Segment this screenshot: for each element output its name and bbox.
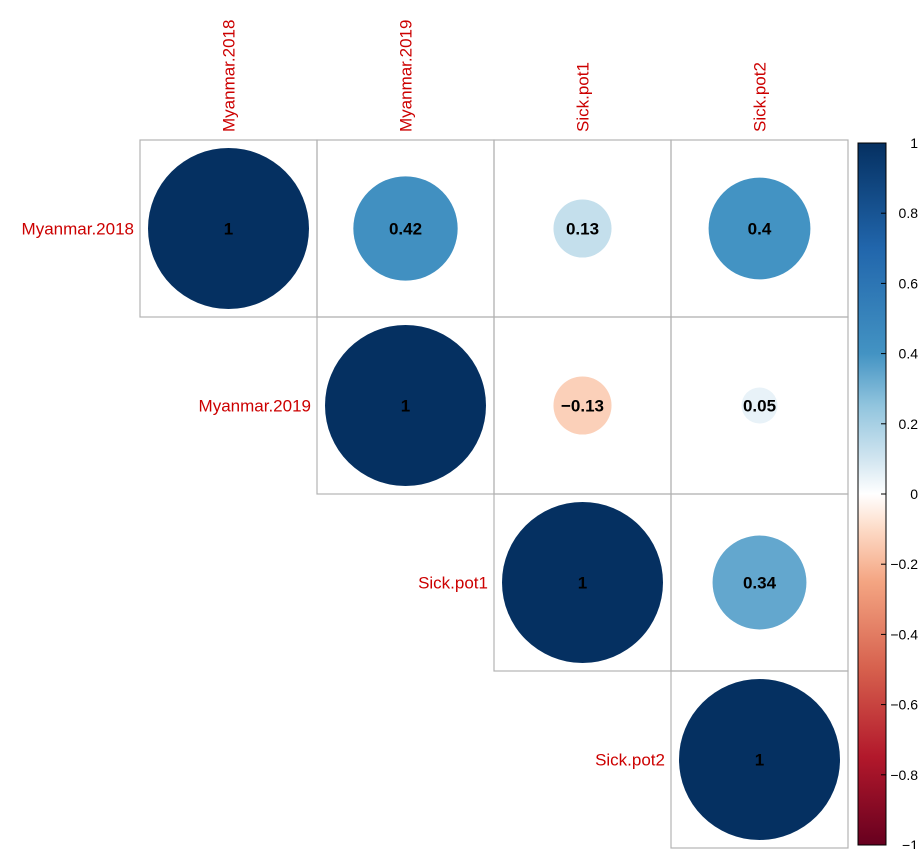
corr-value-Sick.pot1-Sick.pot1: 1 xyxy=(578,574,587,593)
legend-tick-label: −1 xyxy=(902,837,918,849)
variable-label-layer: Myanmar.2018 Myanmar.2018 Myanmar.2019 Myan… xyxy=(22,20,770,770)
corr-circle-Myanmar.2018-Myanmar.2019 xyxy=(353,176,458,281)
corr-circle-Sick.pot1-Sick.pot1 xyxy=(502,502,663,663)
corr-circle-Myanmar.2018-Sick.pot2 xyxy=(708,177,811,280)
col-label-Myanmar.2019: Myanmar.2019 xyxy=(397,20,416,132)
corr-circle-Myanmar.2018-Sick.pot1 xyxy=(553,199,612,258)
legend-tick-label: −0.2 xyxy=(890,556,918,572)
corr-circle-Sick.pot2-Sick.pot2 xyxy=(679,679,840,840)
row-label-Sick.pot1: Sick.pot1 xyxy=(418,574,488,593)
corr-value-Myanmar.2018-Myanmar.2019: 0.42 xyxy=(389,220,422,239)
row-label-Myanmar.2018: Myanmar.2018 xyxy=(22,220,134,239)
legend-tick-label: 0.6 xyxy=(899,275,919,291)
legend-tick-label: −0.8 xyxy=(890,767,918,783)
legend-tick-label: 0.2 xyxy=(899,416,919,432)
legend-tick-label: 0.8 xyxy=(899,205,919,221)
legend-tick-label: −0.4 xyxy=(890,626,918,642)
col-label-Myanmar.2018: Myanmar.2018 xyxy=(220,20,239,132)
corr-value-Myanmar.2019-Sick.pot1: −0.13 xyxy=(561,397,604,416)
legend-tick-label: 0.4 xyxy=(899,346,919,362)
corr-value-Myanmar.2018-Myanmar.2018: 1 xyxy=(224,220,233,239)
corr-circle-Myanmar.2019-Myanmar.2019 xyxy=(325,325,486,486)
row-label-Sick.pot2: Sick.pot2 xyxy=(595,751,665,770)
circle-layer xyxy=(148,148,840,840)
corr-value-Myanmar.2018-Sick.pot2: 0.4 xyxy=(748,220,772,239)
legend-tick-label: 0 xyxy=(910,486,918,502)
row-label-Myanmar.2019: Myanmar.2019 xyxy=(199,397,311,416)
corr-value-Myanmar.2019-Sick.pot2: 0.05 xyxy=(743,397,776,416)
col-label-Sick.pot2: Sick.pot2 xyxy=(751,62,770,132)
corr-circle-Myanmar.2019-Sick.pot2 xyxy=(741,387,778,424)
corr-value-Myanmar.2019-Myanmar.2019: 1 xyxy=(401,397,410,416)
corr-circle-Myanmar.2019-Sick.pot1 xyxy=(553,376,612,435)
color-legend: 1 0.8 0.6 0.4 0.2 0 −0.2 −0.4 −0.6 −0.8 −1 xyxy=(857,135,919,853)
legend-tick-label: −0.6 xyxy=(890,697,918,713)
corr-value-Sick.pot2-Sick.pot2: 1 xyxy=(755,751,764,770)
legend-tick-label: 1 xyxy=(910,135,918,151)
grid-cell-Sick.pot2-Sick.pot2 xyxy=(670,670,849,849)
corr-value-Myanmar.2018-Sick.pot1: 0.13 xyxy=(566,220,599,239)
corr-circle-Sick.pot1-Sick.pot2 xyxy=(712,535,807,630)
value-label-layer: 1 0.42 0.13 0.4 1 −0.13 0.05 1 0.34 1 xyxy=(224,220,777,770)
grid-layer xyxy=(139,139,849,849)
corr-value-Sick.pot1-Sick.pot2: 0.34 xyxy=(743,574,777,593)
col-label-Sick.pot1: Sick.pot1 xyxy=(574,62,593,132)
corr-circle-Myanmar.2018-Myanmar.2018 xyxy=(148,148,309,309)
